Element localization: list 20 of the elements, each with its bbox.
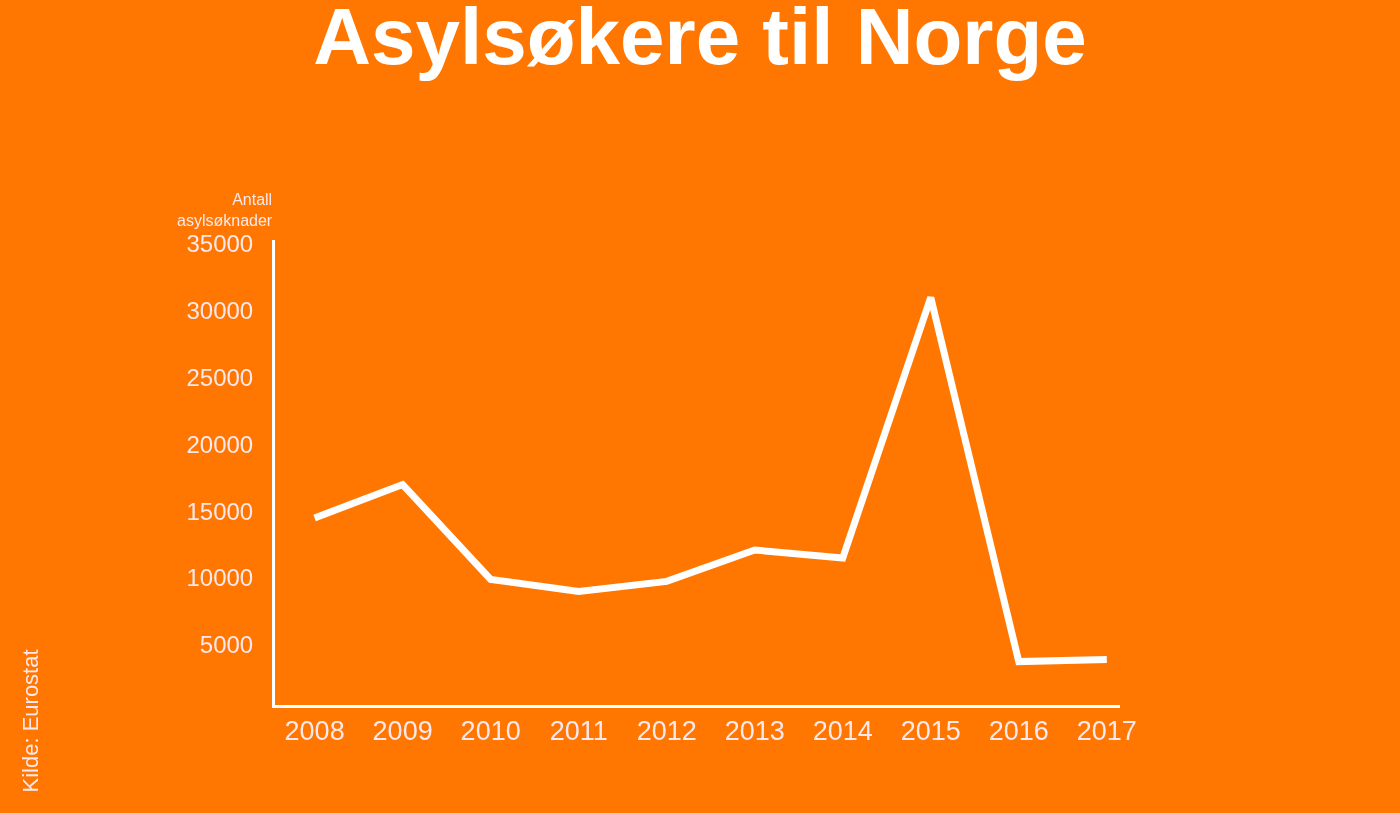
x-tick-label: 2009 [372,716,433,747]
y-tick-label: 25000 [186,364,254,392]
text: Kilde: Eurostat [17,649,43,793]
x-tick-label: 2013 [724,716,785,747]
x-tick-label: 2010 [460,716,521,747]
y-tick-label: 5000 [199,631,254,659]
x-tick-label: 2011 [549,716,608,747]
y-tick-label: 10000 [186,564,254,592]
x-tick-label: 2014 [812,716,873,747]
x-tick-label: 2012 [636,716,697,747]
y-tick-label: 20000 [186,430,254,458]
x-tick-label: 2008 [284,716,345,747]
x-tick-label: 2015 [900,716,961,747]
y-tick-label: 15000 [186,497,254,525]
y-axis-title: Antall asylsøknader [177,191,273,229]
y-tick-label: 30000 [186,297,254,325]
x-tick-label: 2016 [988,716,1049,747]
y-tick-label: 35000 [186,230,254,258]
x-tick-label: 2017 [1076,716,1137,747]
chart-title: Asylsøkere til Norge [313,0,1087,82]
